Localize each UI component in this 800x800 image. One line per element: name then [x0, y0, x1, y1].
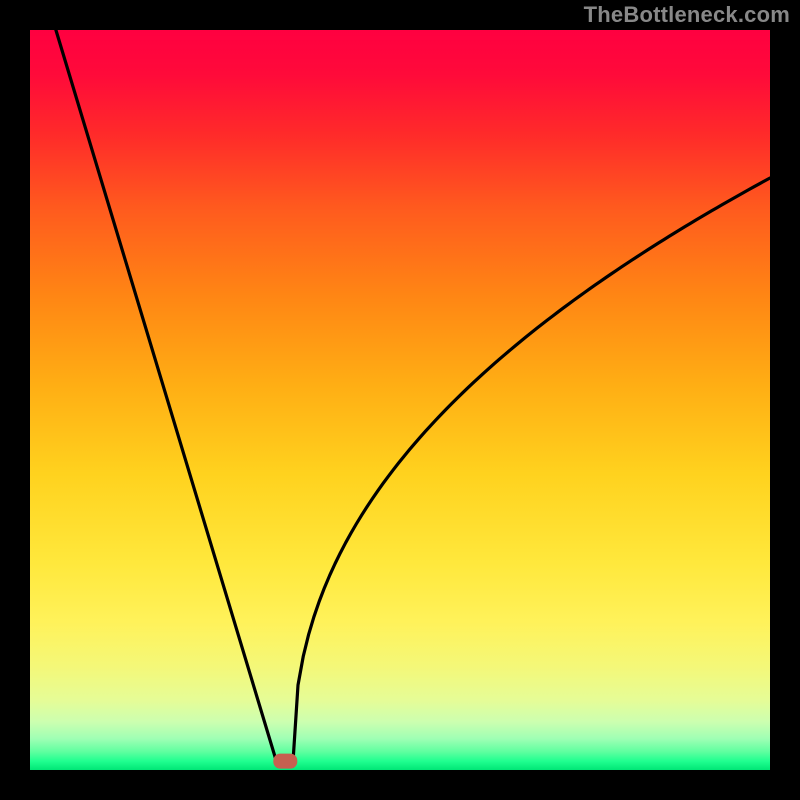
- bottleneck-marker: [273, 754, 297, 769]
- chart-frame: TheBottleneck.com: [0, 0, 800, 800]
- bottleneck-chart-svg: [0, 0, 800, 800]
- watermark-text: TheBottleneck.com: [584, 2, 790, 28]
- plot-background: [30, 30, 770, 770]
